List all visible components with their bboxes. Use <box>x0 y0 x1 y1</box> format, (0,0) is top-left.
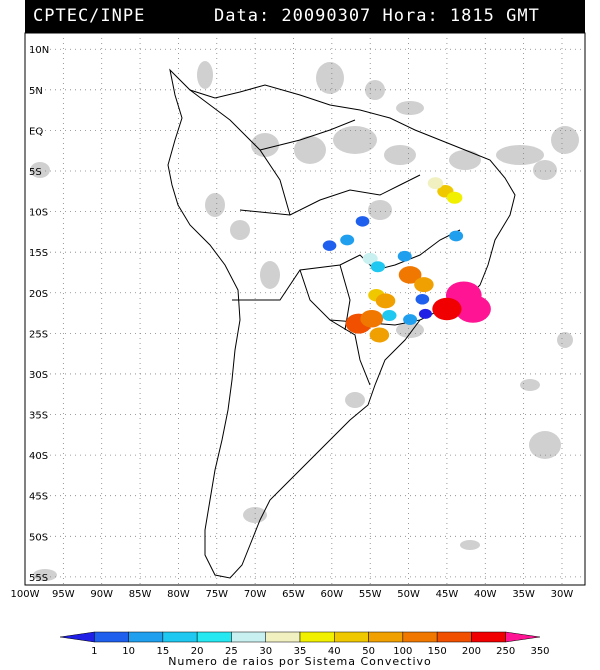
lon-label: 65W <box>282 589 305 600</box>
legend-swatch <box>505 631 541 643</box>
convective-system <box>414 277 434 293</box>
lon-label: 70W <box>244 589 267 600</box>
legend-label: 20 <box>191 646 204 657</box>
convective-system <box>455 295 491 323</box>
convective-system <box>398 266 422 284</box>
lat-label: 5S <box>29 167 42 178</box>
convective-system <box>432 297 462 321</box>
convective-system <box>375 293 396 309</box>
lat-label: 15S <box>29 248 48 259</box>
legend-label: 200 <box>462 646 481 657</box>
lon-label: 40W <box>474 589 497 600</box>
latitude-labels: 10N 5N EQ 5S 10S 15S 20S 25S 30S 35S 40S 45S 50S 55S <box>29 45 49 584</box>
lon-label: 55W <box>359 589 382 600</box>
legend-label: 40 <box>328 646 341 657</box>
legend-label: 1 <box>91 646 97 657</box>
convective-system <box>427 177 444 190</box>
legend-swatch <box>94 631 129 643</box>
lat-label: 25S <box>29 329 48 340</box>
legend-swatch <box>368 631 404 643</box>
convective-system <box>369 327 390 343</box>
convective-systems <box>322 177 491 343</box>
legend-label: 350 <box>530 646 549 657</box>
lat-label: 30S <box>29 370 48 381</box>
convective-system <box>370 261 386 273</box>
lat-label: 45S <box>29 492 48 503</box>
legend-caption: Numero de raios por Sistema Convectivo <box>168 655 432 668</box>
lon-label: 45W <box>436 589 459 600</box>
legend-swatch <box>471 631 506 643</box>
lightning-count-legend: 1 10 15 20 25 30 35 40 50 100 150 200 250 350 <box>59 631 550 657</box>
convective-system <box>340 234 355 246</box>
convective-system <box>449 230 464 242</box>
source-label: CPTEC/INPE <box>33 6 146 26</box>
lat-label: 50S <box>29 532 48 543</box>
convective-system <box>322 240 337 251</box>
lat-label: 10N <box>29 45 49 56</box>
convective-system <box>360 309 384 328</box>
lon-label: 50W <box>397 589 420 600</box>
lon-label: 75W <box>205 589 228 600</box>
lon-label: 100W <box>11 589 40 600</box>
map-header: CPTEC/INPE Data: 20090307 Hora: 1815 GMT <box>25 0 585 33</box>
lon-label: 60W <box>321 589 344 600</box>
convective-system <box>397 250 412 262</box>
legend-label: 100 <box>393 646 412 657</box>
legend-swatch <box>334 631 369 643</box>
convective-system <box>418 308 432 319</box>
convective-system <box>355 216 370 227</box>
lat-label: 40S <box>29 451 48 462</box>
lon-label: 35W <box>512 589 535 600</box>
legend-label: 50 <box>362 646 375 657</box>
datetime-label: Data: 20090307 Hora: 1815 GMT <box>214 6 540 26</box>
legend-swatch <box>59 631 95 643</box>
legend-label: 30 <box>259 646 272 657</box>
legend-label: 150 <box>428 646 447 657</box>
coastline-outline <box>167 68 516 579</box>
legend-swatch <box>402 631 438 643</box>
legend-swatch <box>196 631 232 643</box>
legend-swatch <box>265 631 301 643</box>
legend-swatch <box>299 631 335 643</box>
legend-swatch <box>162 631 198 643</box>
lon-label: 85W <box>129 589 152 600</box>
graticule-grid <box>25 33 585 585</box>
lat-label: 5N <box>29 86 43 97</box>
satellite-cloud-cover <box>30 61 579 581</box>
legend-swatch <box>128 631 164 643</box>
legend-label: 10 <box>122 646 135 657</box>
lat-label: 20S <box>29 289 48 300</box>
convective-system <box>415 294 430 305</box>
lon-label: 30W <box>551 589 574 600</box>
convective-system <box>382 309 397 321</box>
lat-label: 10S <box>29 208 48 219</box>
legend-label: 25 <box>225 646 238 657</box>
lat-label: 35S <box>29 411 48 422</box>
convective-system <box>446 191 463 204</box>
legend-label: 35 <box>294 646 307 657</box>
convective-system <box>403 314 418 325</box>
lat-label: EQ <box>29 126 43 137</box>
legend-swatch <box>436 631 472 643</box>
longitude-labels: 100W 95W 90W 85W 80W 75W 70W 65W 60W 55W 50W 45W 40W… <box>11 589 574 600</box>
convective-system <box>362 252 378 265</box>
lon-label: 80W <box>167 589 190 600</box>
lon-label: 90W <box>90 589 113 600</box>
legend-label: 250 <box>496 646 515 657</box>
legend-label: 15 <box>156 646 169 657</box>
lat-label: 55S <box>29 573 48 584</box>
lon-label: 95W <box>52 589 75 600</box>
legend-swatch <box>231 631 266 643</box>
